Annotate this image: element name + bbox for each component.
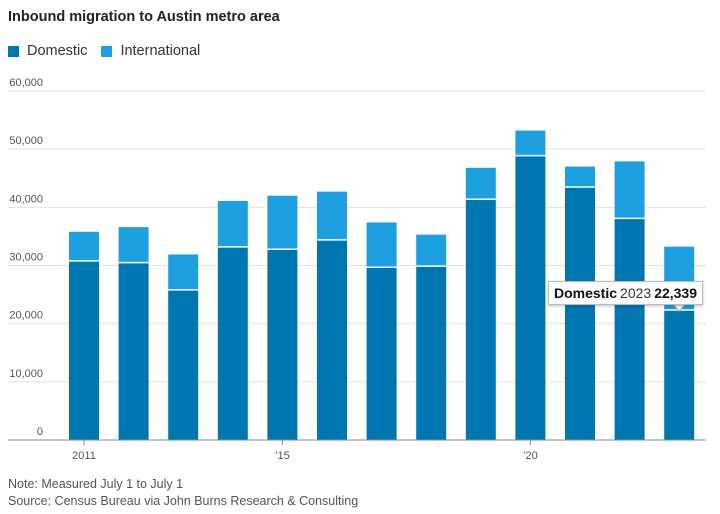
bar-international-2014[interactable] xyxy=(217,200,248,247)
y-tick-label: 40,000 xyxy=(9,193,43,205)
bar-domestic-2021[interactable] xyxy=(565,186,595,440)
bar-domestic-2020[interactable] xyxy=(515,155,546,440)
y-tick-label: 30,000 xyxy=(9,252,43,264)
chart-title: Inbound migration to Austin metro area xyxy=(8,9,280,25)
bar-domestic-2018[interactable] xyxy=(416,266,447,440)
bar-international-2015[interactable] xyxy=(267,195,298,250)
y-tick-label: 20,000 xyxy=(9,310,43,322)
bar-international-2012[interactable] xyxy=(118,227,149,263)
bar-domestic-2023[interactable] xyxy=(664,310,695,440)
footer-source: Source: Census Bureau via John Burns Res… xyxy=(8,494,359,508)
legend-item-international[interactable]: International xyxy=(101,43,200,59)
legend-swatch-international xyxy=(101,45,113,57)
bar-international-2021[interactable] xyxy=(565,166,595,187)
bar-domestic-2012[interactable] xyxy=(118,262,149,440)
y-tick-label: 50,000 xyxy=(9,135,43,147)
x-tick-label: 2011 xyxy=(72,450,96,462)
bar-domestic-2011[interactable] xyxy=(69,260,99,440)
bar-domestic-2022[interactable] xyxy=(614,218,645,440)
x-tick-label: ’15 xyxy=(275,450,290,462)
bar-domestic-2016[interactable] xyxy=(317,239,347,440)
tooltip-pointer xyxy=(673,304,686,312)
legend-swatch-domestic xyxy=(8,45,19,57)
legend: Domestic International xyxy=(8,43,214,59)
bar-domestic-2015[interactable] xyxy=(267,249,298,440)
x-tick-label: ’20 xyxy=(523,450,538,462)
bar-domestic-2014[interactable] xyxy=(217,246,248,440)
bar-international-2017[interactable] xyxy=(366,222,397,268)
tooltip: Domestic 2023 22,339 xyxy=(548,281,704,305)
bar-international-2013[interactable] xyxy=(168,254,199,290)
legend-label-domestic: Domestic xyxy=(27,43,88,59)
tooltip-series: Domestic xyxy=(554,285,618,301)
legend-label-international: International xyxy=(120,43,201,59)
tooltip-year: 2023 xyxy=(620,285,652,301)
y-tick-label: 0 xyxy=(37,426,43,438)
legend-item-domestic[interactable]: Domestic xyxy=(8,43,87,59)
bar-international-2011[interactable] xyxy=(69,231,99,261)
bar-domestic-2017[interactable] xyxy=(366,267,397,440)
bar-international-2019[interactable] xyxy=(465,167,496,200)
bar-domestic-2013[interactable] xyxy=(168,289,199,440)
bar-international-2022[interactable] xyxy=(614,161,645,219)
bar-international-2018[interactable] xyxy=(416,234,447,267)
bar-international-2020[interactable] xyxy=(515,130,546,156)
bar-domestic-2019[interactable] xyxy=(465,199,496,440)
footer-note: Note: Measured July 1 to July 1 xyxy=(8,477,184,491)
y-tick-label: 10,000 xyxy=(9,368,43,380)
y-tick-label: 60,000 xyxy=(9,77,43,89)
bar-international-2016[interactable] xyxy=(317,191,347,240)
tooltip-value: 22,339 xyxy=(654,285,698,301)
